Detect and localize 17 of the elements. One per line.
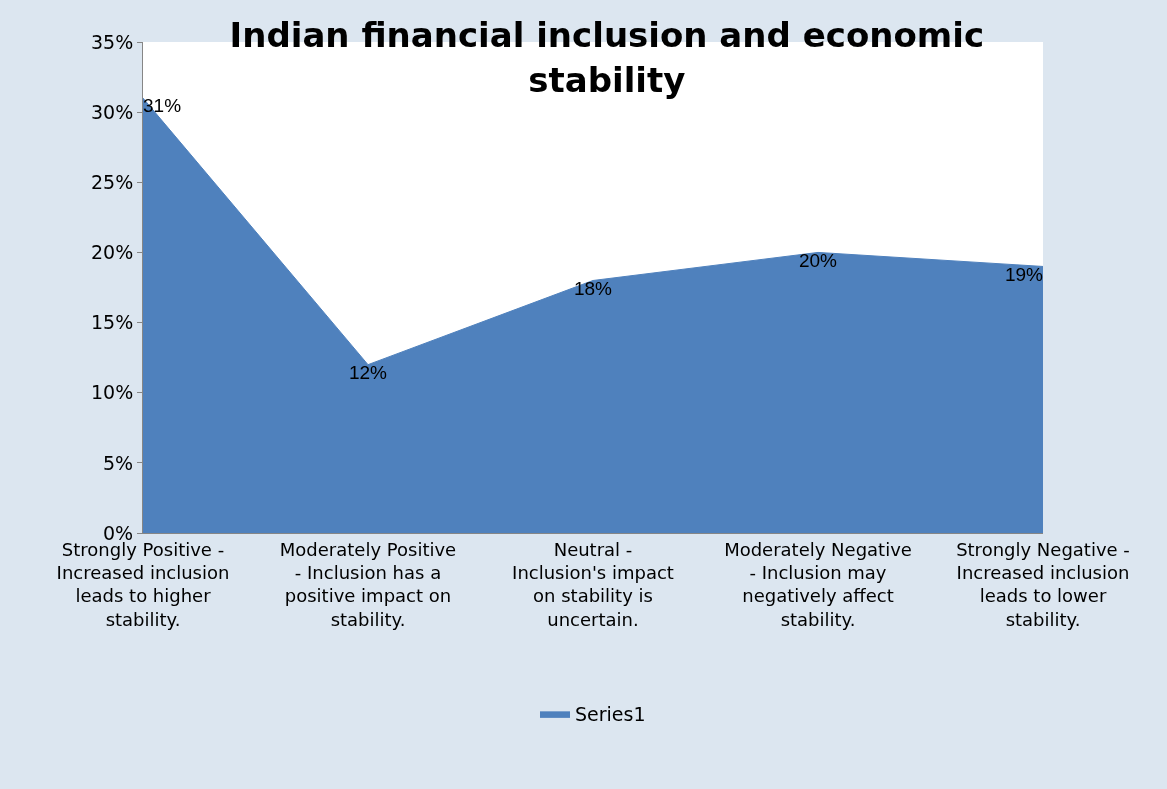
- data-label: 20%: [798, 249, 838, 271]
- y-tick-label: 15%: [90, 311, 134, 334]
- y-tick-label: 35%: [90, 30, 134, 53]
- chart-title: Indian financial inclusion and economic stability: [229, 15, 985, 100]
- y-tick-label: 20%: [90, 241, 134, 264]
- x-tick-label: Strongly Negative - Increased inclusion leads to lower stability.: [956, 538, 1130, 630]
- y-tick-label: 30%: [90, 100, 134, 123]
- y-tick-label: 25%: [90, 170, 134, 193]
- data-label: 18%: [573, 277, 613, 299]
- legend-label: Series1: [575, 703, 646, 726]
- data-label: 19%: [1004, 263, 1044, 285]
- data-label: 12%: [348, 361, 388, 383]
- y-tick-label: 10%: [90, 381, 134, 404]
- x-tick-label: Neutral - Inclusion's impact on stability is uncertain.: [512, 538, 674, 630]
- y-tick-label: 5%: [103, 451, 134, 474]
- x-tick-label: Moderately Positive - Inclusion has a positive impact on stability.: [279, 538, 457, 630]
- x-tick-label: Moderately Negative - Inclusion may negatively affect stability.: [724, 538, 912, 630]
